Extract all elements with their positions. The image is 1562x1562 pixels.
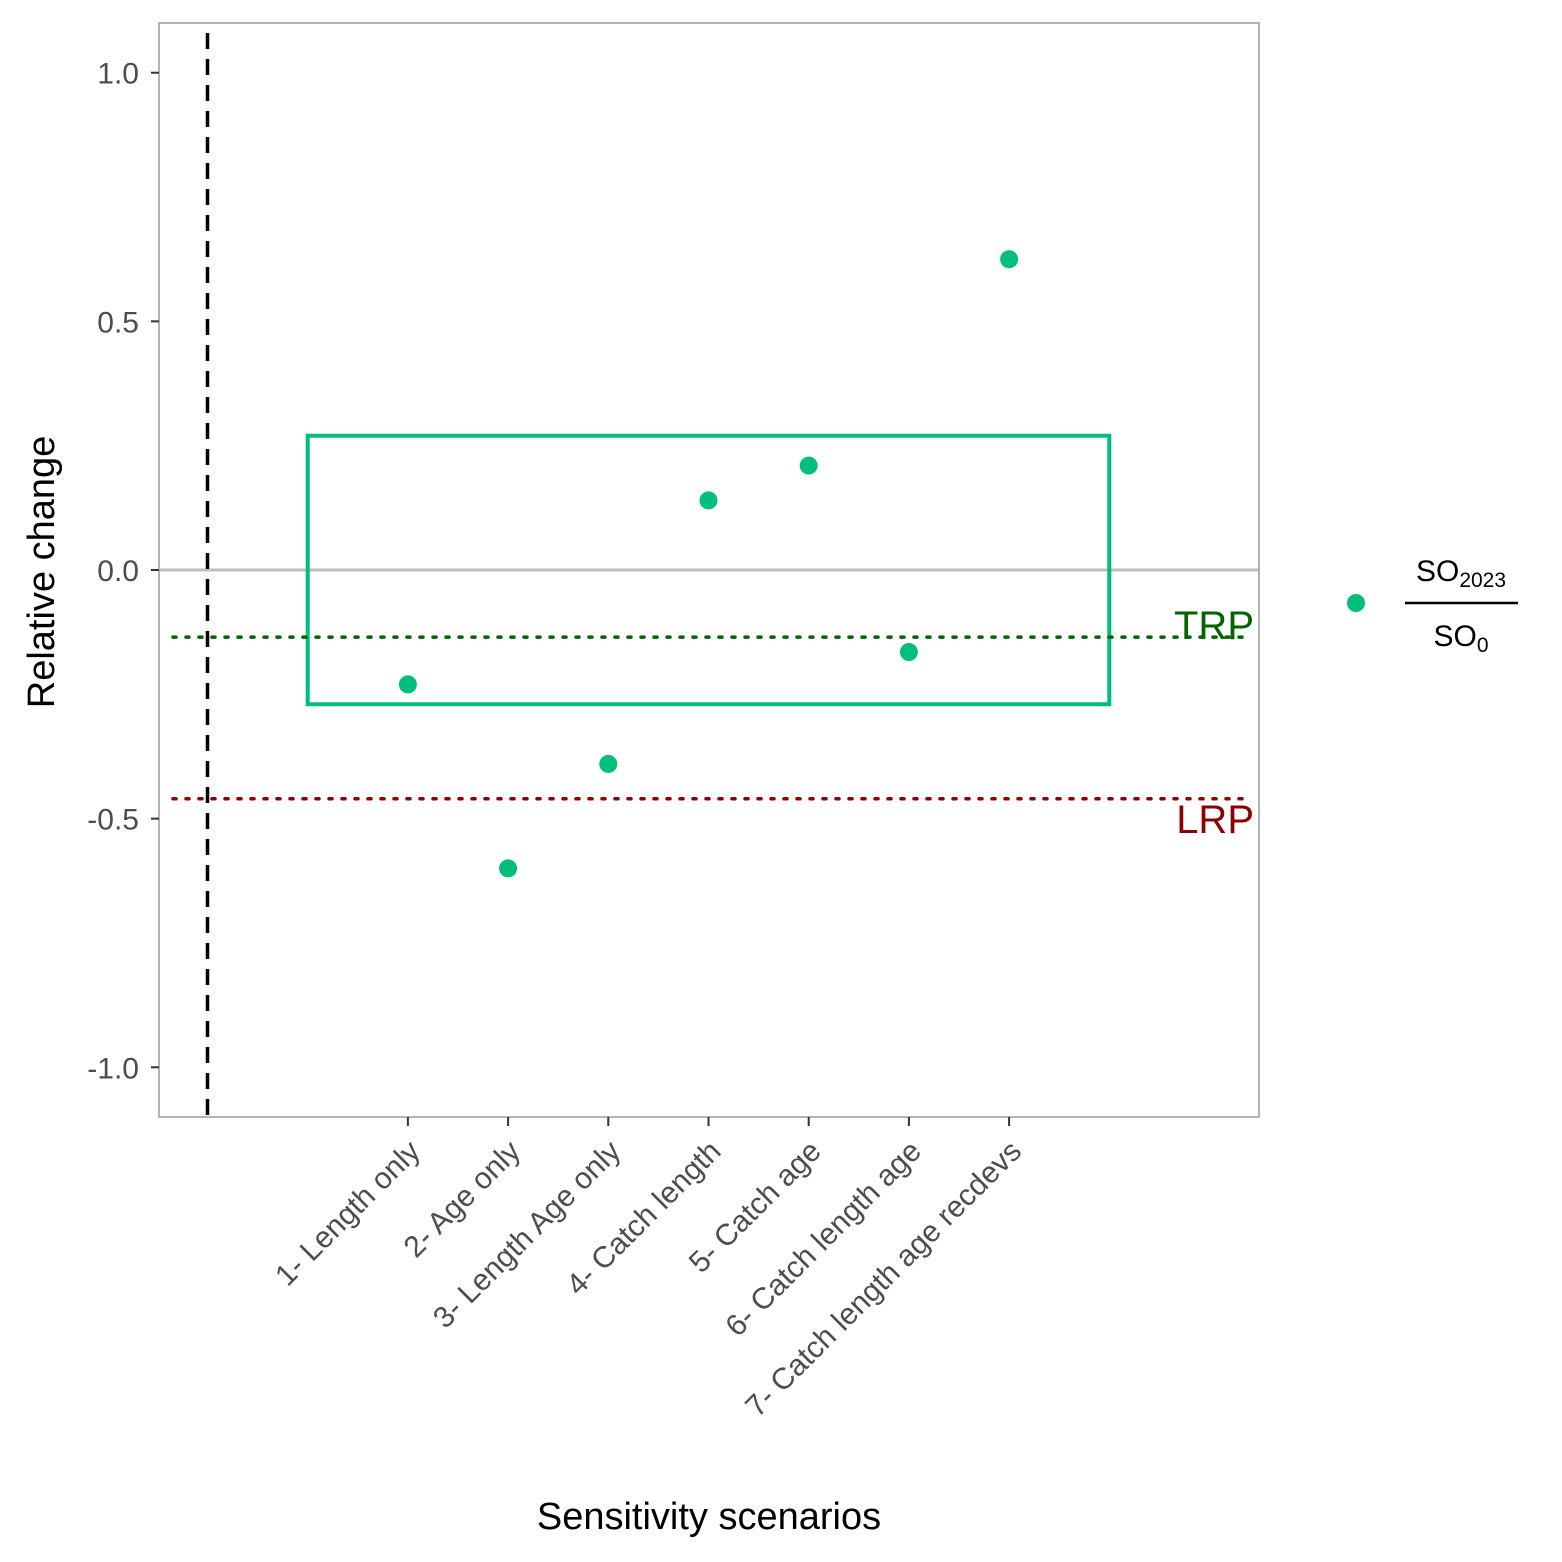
plot-area — [159, 23, 1259, 1117]
legend-denominator: SO0 — [1433, 620, 1488, 657]
data-point — [499, 859, 518, 878]
legend-numerator: SO2023 — [1416, 555, 1506, 592]
y-tick-label: 1.0 — [97, 58, 139, 91]
legend-numerator-base: SO — [1416, 555, 1459, 588]
legend-numerator-sub: 2023 — [1459, 569, 1506, 592]
legend-denominator-base: SO — [1433, 620, 1476, 653]
data-point — [599, 754, 618, 773]
data-point — [1000, 250, 1019, 269]
x-tick-label: 6- Catch length age — [719, 1135, 927, 1343]
x-axis-title: Sensitivity scenarios — [537, 1496, 881, 1538]
data-point — [899, 643, 918, 662]
trp-label: TRP — [1174, 604, 1254, 648]
lrp-label: LRP — [1176, 798, 1254, 842]
y-tick-label: 0.0 — [97, 555, 139, 588]
y-tick-label: 0.5 — [97, 306, 139, 339]
y-tick-label: -1.0 — [87, 1052, 139, 1085]
y-tick-label: -0.5 — [87, 804, 139, 837]
x-tick-label: 1- Length only — [269, 1135, 427, 1293]
legend-point — [1347, 594, 1365, 612]
data-point — [799, 456, 818, 475]
band-rectangle — [305, 433, 1112, 707]
legend: SO2023 SO0 — [1347, 555, 1518, 657]
data-point — [699, 491, 718, 510]
x-tick-label: 3- Length Age only — [427, 1135, 627, 1335]
legend-denominator-sub: 0 — [1477, 634, 1489, 657]
data-point — [398, 675, 417, 694]
y-axis-title: Relative change — [21, 436, 63, 709]
